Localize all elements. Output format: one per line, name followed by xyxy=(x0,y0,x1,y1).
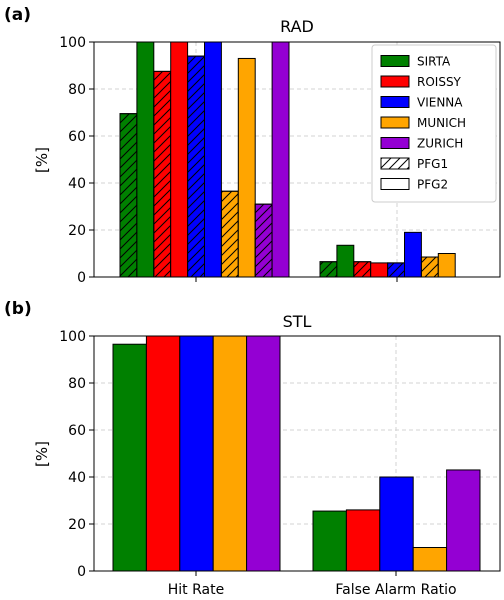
legend-label-munich: MUNICH xyxy=(417,116,466,130)
y-tick-label: 20 xyxy=(68,517,86,533)
panel-a-frame xyxy=(93,41,501,278)
bar-sirta-pfg2-2 xyxy=(336,244,355,278)
panel-a-y-axis-label: [%] xyxy=(33,147,51,173)
legend: SIRTA ROISSY VIENNA MUNICH ZURICH PFG1 PFG2 xyxy=(371,44,497,203)
bar-vienna-pfg1-1-hatch xyxy=(187,55,206,278)
bar-sirta-pfg2-1 xyxy=(136,41,155,278)
legend-swatch-pfg2 xyxy=(380,178,410,190)
panel-a-label: (a) xyxy=(4,5,31,25)
y-tick-label: 80 xyxy=(68,82,86,98)
y-tick-label: 80 xyxy=(68,376,86,392)
bar-roissy-pfg1-1-hatch xyxy=(153,70,172,278)
legend-label-sirta: SIRTA xyxy=(417,55,451,69)
panel-b-frame xyxy=(93,335,501,572)
legend-swatch-sirta xyxy=(380,55,410,67)
panel-b-gridlines xyxy=(94,336,500,571)
legend-swatch-vienna xyxy=(380,96,410,108)
panel-stl: (b) STL [%] 0 20 40 60 80 100 Hit Rate False A… xyxy=(4,299,501,598)
bar-munich-2 xyxy=(412,547,448,572)
y-tick-label: 40 xyxy=(68,176,86,192)
bar-vienna-1 xyxy=(179,335,214,572)
bar-roissy-pfg2-2 xyxy=(370,262,389,278)
panel-b-y-axis-label: [%] xyxy=(33,441,51,467)
panel-b-label: (b) xyxy=(4,299,32,319)
x-tick-label: False Alarm Ratio xyxy=(335,582,456,598)
panel-a-y-ticks: 0 20 40 60 80 100 xyxy=(59,35,94,286)
y-tick-label: 60 xyxy=(68,129,86,145)
panel-b-y-ticks: 0 20 40 60 80 100 xyxy=(59,329,94,580)
bar-vienna-pfg1-2-hatch xyxy=(387,262,406,278)
legend-label-pfg2: PFG2 xyxy=(417,178,448,192)
panel-rad: (a) RAD [%] 0 20 40 60 80 100 SIRTA ROISSY VIEN… xyxy=(4,5,501,286)
panel-b-bars xyxy=(112,335,481,572)
bar-zurich-2 xyxy=(446,469,481,572)
legend-label-roissy: ROISSY xyxy=(417,75,462,89)
bar-vienna-2 xyxy=(379,476,414,572)
y-tick-label: 0 xyxy=(77,564,86,580)
y-tick-label: 20 xyxy=(68,223,86,239)
bar-sirta-2 xyxy=(312,510,347,572)
bar-zurich-1 xyxy=(246,335,281,572)
panel-a-x-ticks xyxy=(195,277,398,282)
bar-munich-pfg2-2 xyxy=(437,253,456,278)
panel-a-title: RAD xyxy=(280,17,314,36)
panel-b-title: STL xyxy=(283,312,312,331)
bar-sirta-1 xyxy=(112,343,147,572)
bar-zurich-pfg2-1 xyxy=(271,41,290,278)
x-tick-label: Hit Rate xyxy=(168,582,224,598)
y-tick-label: 0 xyxy=(77,270,86,286)
bar-munich-pfg1-2-hatch xyxy=(420,256,439,278)
bar-vienna-pfg2-2 xyxy=(404,231,422,278)
legend-swatch-roissy xyxy=(380,75,410,88)
legend-swatch-pfg1-hatch xyxy=(380,157,410,170)
bar-sirta-pfg1-2-hatch xyxy=(319,261,338,278)
bar-roissy-1 xyxy=(145,335,181,572)
legend-label-pfg1: PFG1 xyxy=(417,157,448,171)
y-tick-label: 100 xyxy=(59,35,86,51)
bar-vienna-pfg2-1 xyxy=(204,41,222,278)
bar-roissy-pfg1-2-hatch xyxy=(353,261,372,278)
y-tick-label: 100 xyxy=(59,329,86,345)
legend-label-vienna: VIENNA xyxy=(417,96,463,110)
panel-b-x-ticks: Hit Rate False Alarm Ratio xyxy=(168,571,457,598)
bar-sirta-pfg1-1-hatch xyxy=(119,113,138,278)
panel-a-bars xyxy=(119,41,456,278)
bar-roissy-pfg2-1 xyxy=(170,41,189,278)
bar-munich-pfg2-1 xyxy=(237,57,256,278)
y-tick-label: 60 xyxy=(68,423,86,439)
legend-swatch-munich xyxy=(380,116,410,129)
bar-munich-1 xyxy=(212,335,248,572)
bar-roissy-2 xyxy=(345,509,381,572)
bar-munich-pfg1-1-hatch xyxy=(220,190,239,278)
bar-zurich-pfg1-1-hatch xyxy=(254,203,273,278)
y-tick-label: 40 xyxy=(68,470,86,486)
legend-label-zurich: ZURICH xyxy=(417,137,463,151)
legend-swatch-zurich xyxy=(380,137,410,149)
